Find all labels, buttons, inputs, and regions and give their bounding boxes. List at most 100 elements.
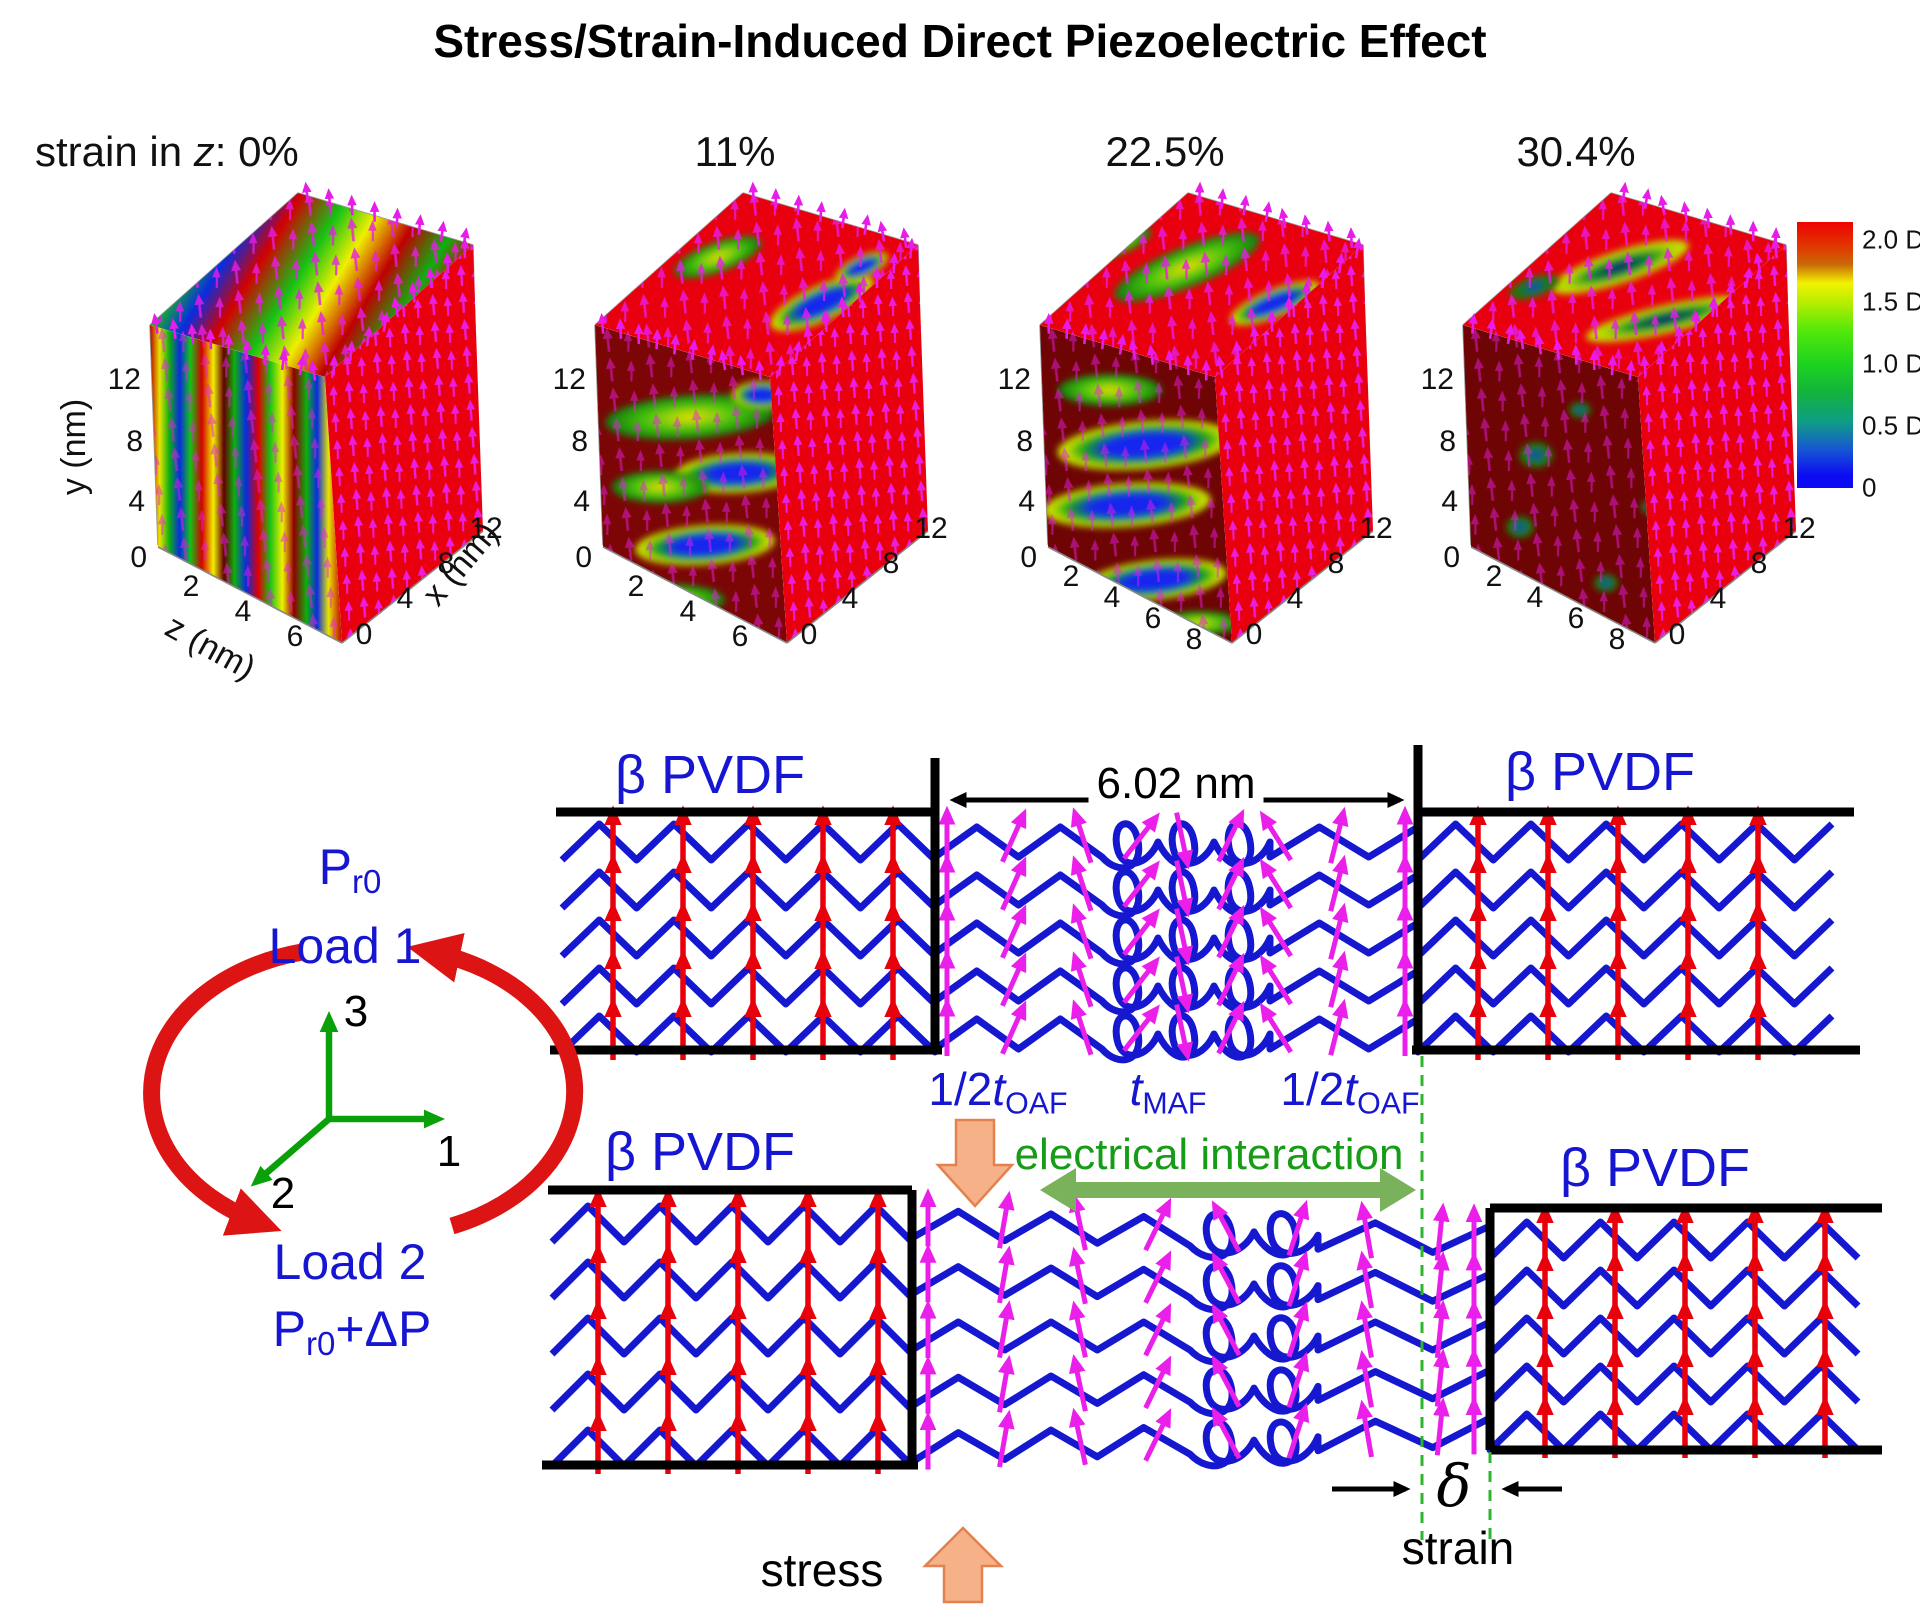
- dipole-arrow-magenta: [1143, 1408, 1172, 1462]
- fringe-dipole-arrow: [1725, 214, 1736, 235]
- fringe-dipole-arrow: [392, 207, 402, 229]
- fringe-dipole-arrow: [775, 355, 786, 376]
- y-tick-label: 12: [1421, 363, 1454, 396]
- load1-label: Load 1: [268, 918, 422, 974]
- fringe-dipole-arrow: [242, 339, 252, 360]
- axis-base-line: [1047, 546, 1233, 644]
- dipole-arrow-magenta: [1122, 956, 1160, 1005]
- z-tick-label: 4: [680, 595, 697, 628]
- fringe-dipole-arrow: [1062, 318, 1072, 339]
- dipole-arrow-magenta: [1069, 1300, 1088, 1358]
- fringe-dipole-arrow: [1708, 296, 1719, 318]
- dipole-arrow-magenta: [997, 1300, 1015, 1359]
- fringe-dipole-arrow: [302, 181, 312, 203]
- fringe-dipole-arrow: [187, 323, 198, 345]
- fringe-dipole-arrow: [803, 325, 813, 347]
- right-face-arrow-texture: [325, 245, 483, 643]
- fringe-dipole-arrow: [906, 237, 916, 259]
- fringe-dipole-arrow: [1249, 325, 1260, 347]
- fringe-dipole-arrow: [1352, 237, 1363, 259]
- fringe-dipole-arrow: [1346, 227, 1357, 248]
- dipole-arrow-magenta: [1122, 1004, 1160, 1053]
- x-tick-label: 12: [914, 512, 947, 545]
- fringe-dipole-arrow: [1625, 359, 1636, 381]
- r0-subscript: r0: [352, 863, 382, 901]
- z-tick-label: 2: [1063, 560, 1080, 593]
- fringe-dipole-arrow: [816, 201, 826, 222]
- strain-caption-z: z: [193, 128, 215, 175]
- half-fraction: 1/2: [928, 1063, 993, 1116]
- fringe-dipole-arrow: [706, 344, 717, 366]
- axis-1-numeral: 1: [436, 1127, 462, 1176]
- polymer-chain: [549, 1362, 1861, 1418]
- fringe-dipole-arrow: [1301, 281, 1311, 303]
- dipole-arrow-magenta: [1259, 810, 1293, 862]
- z-tick-label: 6: [1568, 602, 1585, 635]
- x-tick-label: 4: [1710, 582, 1727, 615]
- fringe-dipole-arrow: [1486, 318, 1497, 339]
- dipole-arrow-magenta: [1122, 908, 1160, 957]
- fringe-dipole-arrow: [1504, 323, 1515, 345]
- polymer-chain: [549, 1410, 1861, 1470]
- strain-label: strain: [1401, 1522, 1515, 1574]
- load2-label: Load 2: [273, 1234, 427, 1290]
- x-tick-label: 0: [801, 618, 818, 651]
- dipole-arrow-magenta: [1286, 1199, 1310, 1257]
- dipole-arrow-magenta: [1122, 812, 1160, 861]
- dipole-arrow-magenta: [1000, 904, 1027, 959]
- colorbar-tick-2.0: 2.0 D: [1862, 224, 1920, 255]
- beta-pvdf-label-top-left: β PVDF: [614, 745, 806, 805]
- dipole-arrow-magenta: [1070, 807, 1094, 864]
- fringe-dipole-arrow: [838, 207, 849, 229]
- fringe-dipole-arrow: [1324, 220, 1334, 242]
- top-face-arrow-texture: [595, 193, 918, 377]
- thickness-symbol: t: [1129, 1063, 1143, 1116]
- electrical-interaction-arrow: [1040, 1168, 1416, 1212]
- strain-caption-sep: :: [214, 128, 239, 175]
- delta-symbol: δ: [1436, 1452, 1472, 1520]
- load-cycle-arrow-left: [143, 943, 304, 1236]
- fringe-dipole-arrow: [1619, 181, 1629, 203]
- axis-base-line: [341, 530, 484, 644]
- fringe-dipole-arrow: [615, 318, 626, 339]
- fringe-dipole-arrow: [1516, 328, 1527, 350]
- colorbar-gradient: [1797, 222, 1853, 488]
- y-tick-label: 8: [571, 425, 588, 458]
- strain-caption-prefix: strain in: [35, 128, 194, 175]
- z-tick-label: 4: [1104, 581, 1121, 614]
- fringe-dipole-arrow: [889, 252, 899, 274]
- fringe-dipole-arrow: [1770, 227, 1781, 248]
- fringe-dipole-arrow: [597, 313, 608, 334]
- dipole-arrow-magenta: [1216, 1000, 1245, 1055]
- colorbar-tick-1.0: 1.0 D: [1862, 348, 1920, 379]
- x-tick-label: 0: [1669, 618, 1686, 651]
- fringe-dipole-arrow: [1703, 207, 1713, 229]
- oaf-subscript: OAF: [1357, 1087, 1420, 1121]
- stress-arrow-down: [935, 1118, 1015, 1208]
- fringe-dipole-arrow: [1318, 267, 1329, 288]
- electrical-interaction-label: electrical interaction: [1014, 1130, 1404, 1179]
- x-tick-label: 0: [1246, 618, 1263, 651]
- y-tick-label: 12: [553, 363, 586, 396]
- front-face-arrow-texture: [595, 325, 787, 643]
- z-tick-label: 2: [628, 570, 645, 603]
- dipole-arrow-magenta: [1174, 956, 1193, 1014]
- dipole-arrow-magenta: [1143, 1197, 1172, 1252]
- fringe-dipole-arrow: [1098, 328, 1109, 350]
- colorbar-tick-0: 0: [1862, 472, 1877, 503]
- dipole-arrow-magenta: [1211, 1303, 1242, 1357]
- fringe-dipole-arrow: [670, 333, 680, 355]
- fringe-dipole-arrow: [1267, 311, 1277, 332]
- fringe-dipole-arrow: [414, 214, 425, 235]
- dipole-arrow-magenta: [1070, 903, 1094, 960]
- fringe-dipole-arrow: [1146, 344, 1157, 365]
- y-tick-label: 0: [1020, 541, 1037, 574]
- dipole-arrow-magenta: [1068, 1193, 1088, 1251]
- fringe-dipole-arrow: [1725, 281, 1736, 303]
- top-face-arrow-texture: [150, 193, 473, 377]
- fringe-dipole-arrow: [718, 349, 729, 371]
- fringe-dipole-arrow: [755, 359, 765, 381]
- x-tick-label: 8: [883, 547, 900, 580]
- dipole-arrow-magenta: [1356, 1399, 1374, 1458]
